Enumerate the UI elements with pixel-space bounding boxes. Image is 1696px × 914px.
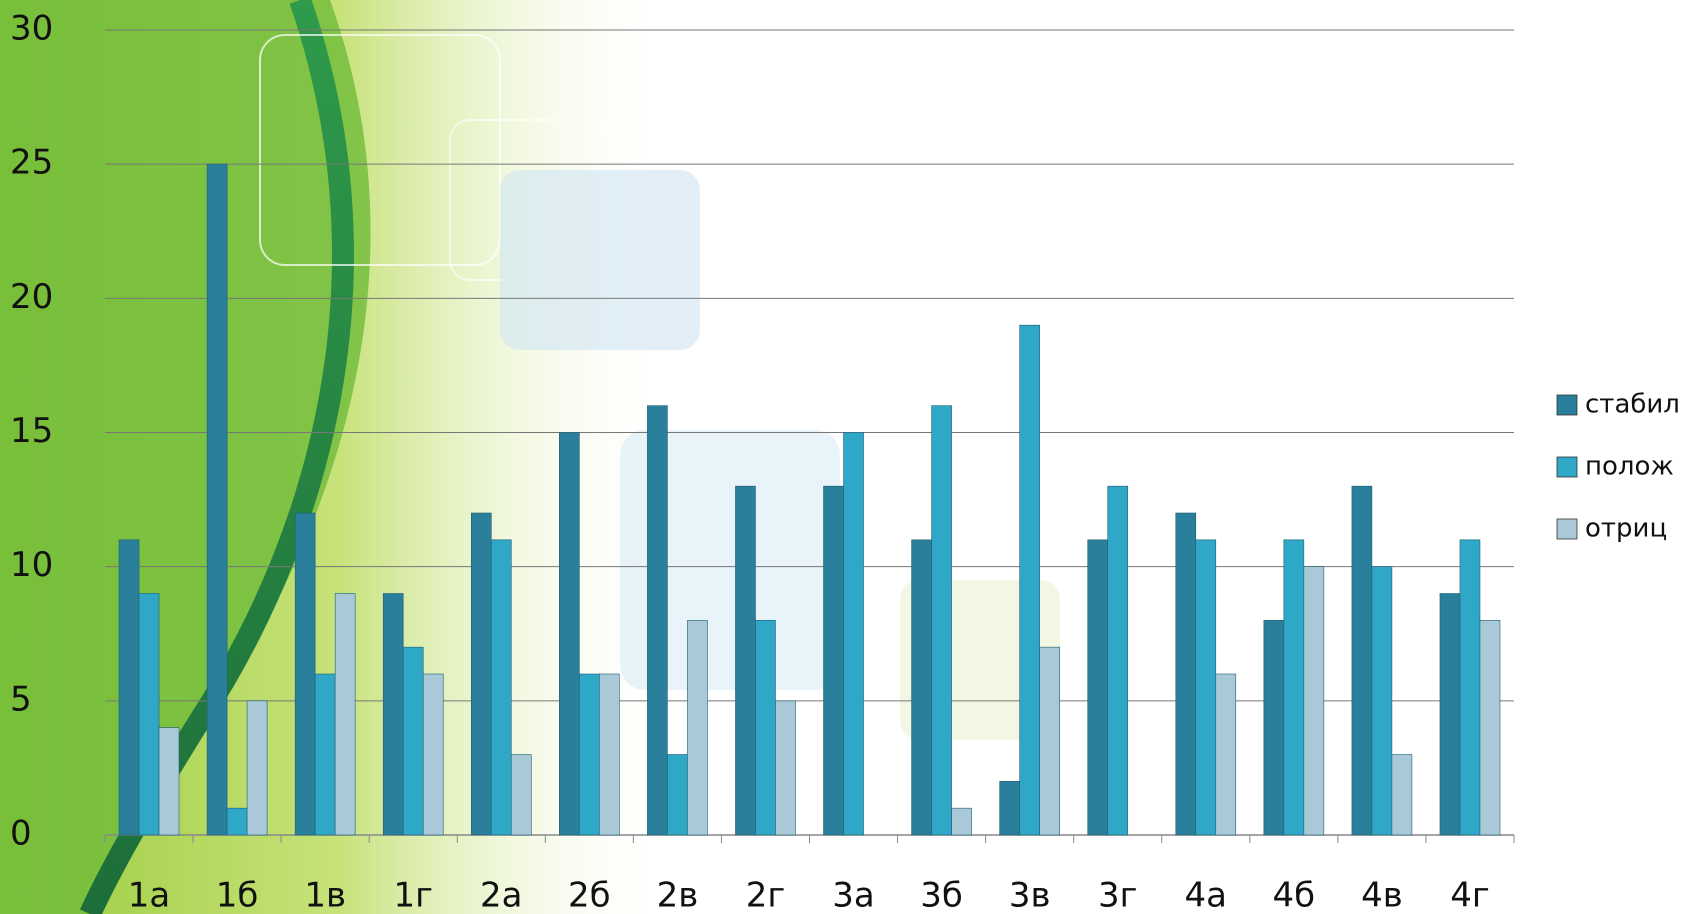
bar xyxy=(1459,539,1481,836)
bar xyxy=(1195,539,1217,836)
legend-label: стабил xyxy=(1585,390,1680,420)
bar xyxy=(1439,593,1461,836)
x-tick-label: 4в xyxy=(1361,876,1403,914)
x-tick-label: 3б xyxy=(920,876,963,914)
bar xyxy=(490,539,512,836)
bar xyxy=(1263,620,1285,836)
bar xyxy=(158,727,180,836)
bar xyxy=(667,754,688,836)
bar xyxy=(843,432,864,836)
x-tick-label: 4б xyxy=(1273,876,1316,914)
x-tick-label: 1г xyxy=(393,876,433,914)
bar xyxy=(647,405,668,836)
bar xyxy=(951,807,972,836)
x-tick-label: 1в xyxy=(304,876,346,914)
bar xyxy=(775,700,796,836)
y-tick-label: 5 xyxy=(10,679,32,719)
bar xyxy=(246,700,268,836)
bar xyxy=(402,646,424,836)
bar xyxy=(1303,566,1325,836)
bar xyxy=(599,673,620,836)
x-tick-label: 4а xyxy=(1185,876,1227,914)
bar xyxy=(206,163,228,836)
legend-swatch xyxy=(1556,518,1578,540)
x-tick-label: 3а xyxy=(832,876,874,914)
legend-swatch xyxy=(1556,456,1578,478)
bar xyxy=(687,620,708,836)
bar xyxy=(559,432,580,836)
bar xyxy=(1283,539,1305,836)
y-tick-label: 0 xyxy=(10,814,32,854)
bar xyxy=(294,512,316,836)
bar xyxy=(138,593,160,836)
bar xyxy=(1215,673,1237,836)
bar xyxy=(422,673,444,836)
x-tick-label: 1а xyxy=(128,876,170,914)
bar xyxy=(118,539,140,836)
bar xyxy=(510,754,532,836)
bar xyxy=(1019,324,1040,836)
bar xyxy=(314,673,336,836)
bar xyxy=(1351,485,1373,836)
x-tick-label: 2а xyxy=(480,876,522,914)
bar xyxy=(1371,566,1393,836)
bar xyxy=(999,781,1020,836)
x-tick-label: 2г xyxy=(746,876,786,914)
bar xyxy=(1039,646,1060,836)
bar xyxy=(931,405,952,836)
x-tick-label: 2б xyxy=(568,876,611,914)
x-tick-label: 3г xyxy=(1098,876,1138,914)
bar xyxy=(1107,485,1129,836)
bar xyxy=(755,620,776,836)
y-tick-label: 30 xyxy=(10,9,53,49)
x-tick-label: 3в xyxy=(1009,876,1051,914)
bar xyxy=(226,807,248,836)
legend-label: отриц xyxy=(1585,514,1667,544)
bar xyxy=(1479,620,1501,836)
x-tick-label: 1б xyxy=(216,876,259,914)
bar xyxy=(1087,539,1109,836)
y-tick-label: 10 xyxy=(10,545,53,585)
bar xyxy=(1175,512,1197,836)
y-tick-label: 25 xyxy=(10,143,53,183)
y-tick-label: 20 xyxy=(10,277,53,317)
legend-label: полож xyxy=(1585,452,1674,482)
bar xyxy=(382,593,404,836)
bar xyxy=(911,539,932,836)
x-tick-label: 2в xyxy=(657,876,699,914)
x-tick-label: 4г xyxy=(1450,876,1490,914)
bar xyxy=(579,673,600,836)
bar xyxy=(470,512,492,836)
legend-swatch xyxy=(1556,394,1578,416)
bar xyxy=(823,485,844,836)
bar xyxy=(1391,754,1413,836)
bar xyxy=(334,593,356,836)
bar xyxy=(735,485,756,836)
y-tick-label: 15 xyxy=(10,411,53,451)
